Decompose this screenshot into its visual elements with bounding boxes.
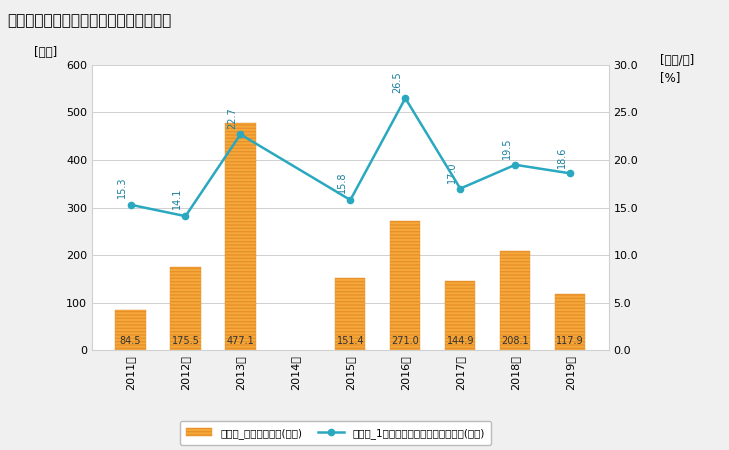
- Text: 151.4: 151.4: [337, 337, 364, 347]
- Text: 208.1: 208.1: [502, 337, 529, 347]
- Bar: [500, 251, 531, 350]
- Text: 15.3: 15.3: [117, 176, 128, 198]
- Text: 477.1: 477.1: [227, 337, 254, 347]
- Text: 117.9: 117.9: [556, 337, 584, 347]
- Bar: [555, 294, 585, 350]
- Bar: [225, 123, 256, 350]
- Text: 14.1: 14.1: [172, 188, 182, 210]
- Text: 175.5: 175.5: [171, 337, 200, 347]
- Text: 17.0: 17.0: [447, 162, 457, 183]
- Text: 18.6: 18.6: [557, 146, 567, 168]
- Bar: [335, 278, 365, 350]
- Text: 144.9: 144.9: [447, 337, 474, 347]
- Text: 19.5: 19.5: [502, 138, 512, 159]
- Bar: [115, 310, 146, 350]
- Text: [%]: [%]: [660, 71, 681, 84]
- Bar: [445, 281, 475, 350]
- Text: 271.0: 271.0: [391, 337, 419, 347]
- Legend: 産業用_工事費予定額(左軸), 産業用_1平米当たり平均工事費予定額(右軸): 産業用_工事費予定額(左軸), 産業用_1平米当たり平均工事費予定額(右軸): [180, 421, 491, 445]
- Text: 84.5: 84.5: [120, 337, 141, 347]
- Bar: [390, 221, 421, 350]
- Y-axis label: [億円]: [億円]: [34, 46, 57, 59]
- Bar: [171, 267, 200, 350]
- Text: 15.8: 15.8: [337, 172, 347, 194]
- Text: 22.7: 22.7: [227, 107, 237, 129]
- Text: [万円/㎡]: [万円/㎡]: [660, 54, 695, 67]
- Text: 産業用建築物の工事費予定額合計の推移: 産業用建築物の工事費予定額合計の推移: [7, 14, 171, 28]
- Text: 26.5: 26.5: [392, 71, 402, 93]
